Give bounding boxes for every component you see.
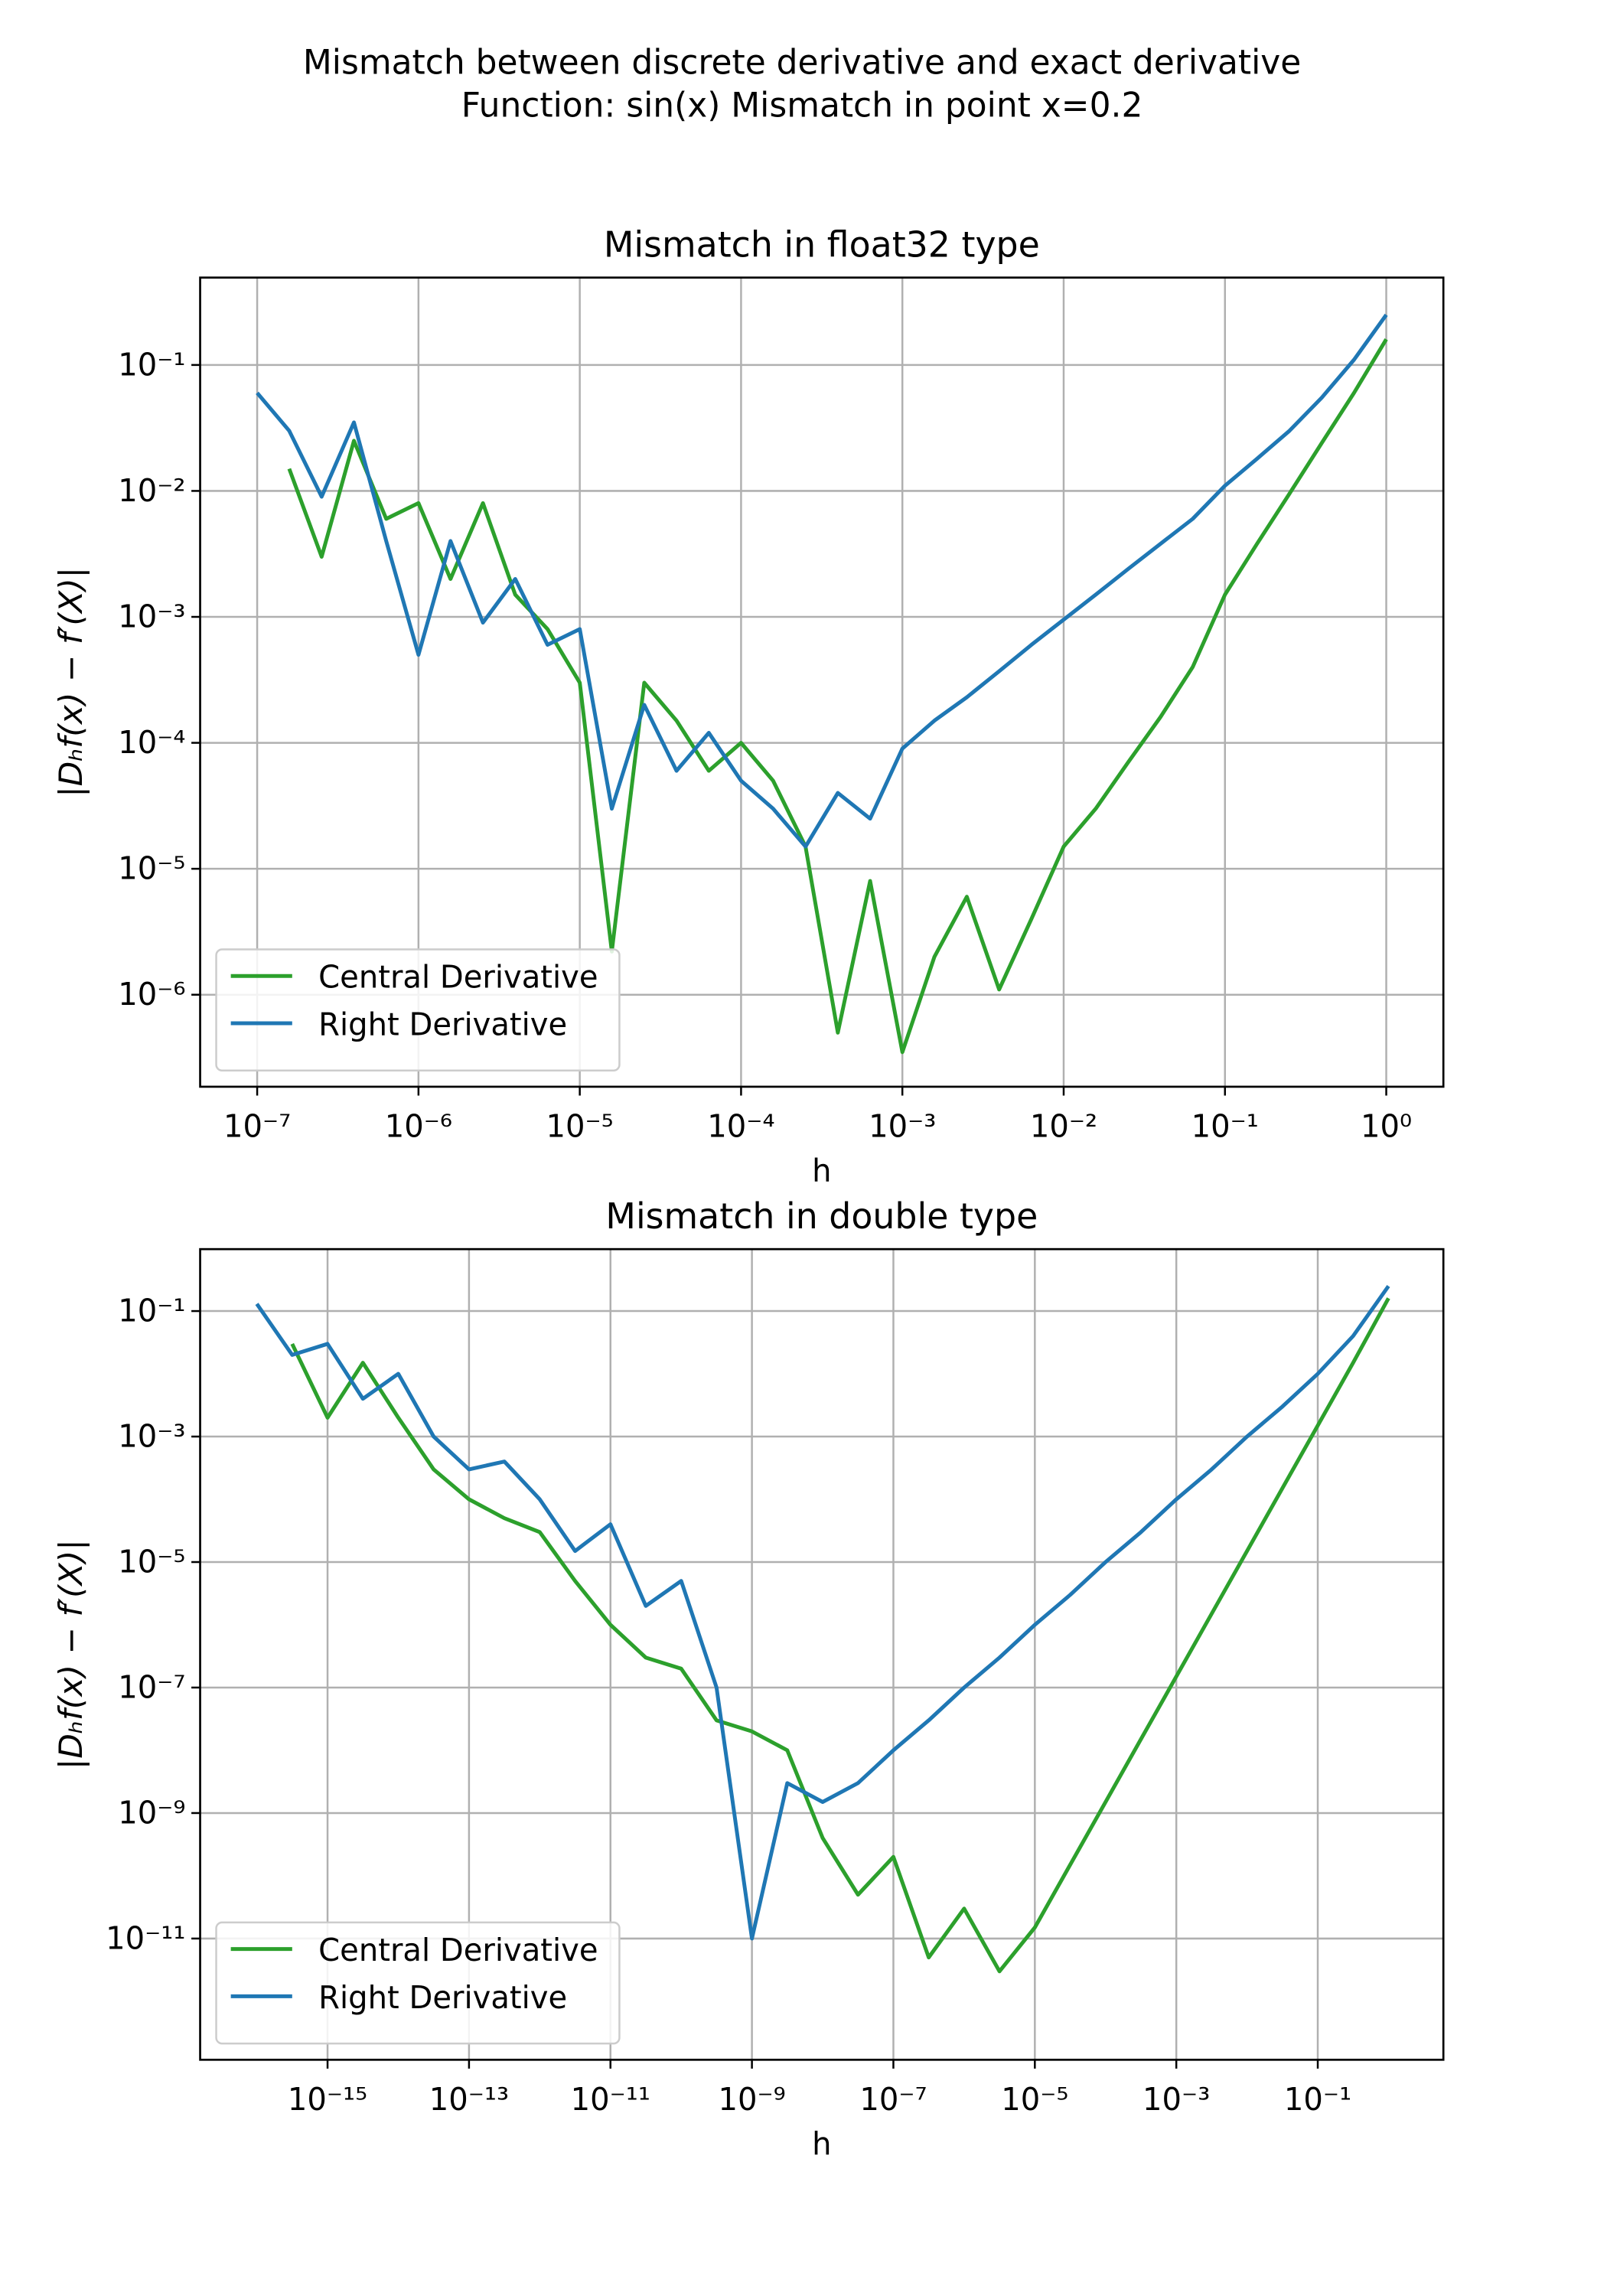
x-tick-label: 10⁻³ bbox=[869, 1108, 936, 1144]
series-line bbox=[287, 338, 1388, 1055]
y-tick-label: 10⁻² bbox=[118, 473, 185, 509]
y-tick-label: 10⁻¹¹ bbox=[106, 1920, 185, 1956]
y-tick-label: 10⁻³ bbox=[118, 598, 185, 634]
x-tick-label: 10⁻⁶ bbox=[385, 1108, 452, 1144]
x-tick-label: 10⁻¹ bbox=[1191, 1108, 1259, 1144]
x-tick-label: 10⁻⁴ bbox=[707, 1108, 774, 1144]
x-tick-label: 10⁻⁹ bbox=[718, 2082, 785, 2118]
y-tick-label: 10⁻¹ bbox=[118, 1293, 185, 1329]
y-axis-label: |Dₕf(x) − f′(X)| bbox=[52, 1539, 90, 1769]
y-axis-label: |Dₕf(x) − f′(X)| bbox=[52, 567, 90, 797]
figure-subtitle: Function: sin(x) Mismatch in point x=0.2 bbox=[461, 86, 1143, 125]
x-tick-label: 10⁻⁵ bbox=[546, 1108, 614, 1144]
x-tick-label: 10⁻³ bbox=[1143, 2082, 1210, 2118]
x-tick-label: 10⁰ bbox=[1361, 1108, 1412, 1144]
y-tick-label: 10⁻⁹ bbox=[118, 1795, 185, 1831]
figure-title: Mismatch between discrete derivative and… bbox=[303, 43, 1301, 82]
legend-box bbox=[215, 1921, 621, 2045]
x-tick-label: 10⁻¹³ bbox=[429, 2082, 509, 2118]
series-line bbox=[290, 1297, 1390, 1974]
legend-label: Central Derivative bbox=[318, 1932, 598, 1968]
legend-label: Right Derivative bbox=[318, 1006, 567, 1042]
chart-title: Mismatch in float32 type bbox=[604, 223, 1040, 265]
x-tick-label: 10⁻¹ bbox=[1284, 2082, 1351, 2118]
x-axis-label: h bbox=[812, 2126, 831, 2162]
x-tick-label: 10⁻⁵ bbox=[1001, 2082, 1068, 2118]
series-line bbox=[256, 313, 1388, 849]
x-tick-label: 10⁻² bbox=[1030, 1108, 1097, 1144]
y-tick-label: 10⁻⁵ bbox=[118, 850, 185, 886]
y-tick-label: 10⁻¹ bbox=[118, 347, 185, 383]
y-tick-label: 10⁻³ bbox=[118, 1418, 185, 1454]
x-tick-label: 10⁻⁷ bbox=[859, 2082, 927, 2118]
series-line bbox=[255, 1284, 1390, 1941]
chart-title: Mismatch in double type bbox=[605, 1195, 1038, 1237]
y-tick-label: 10⁻⁶ bbox=[118, 977, 185, 1013]
y-tick-label: 10⁻⁷ bbox=[118, 1669, 185, 1705]
x-tick-label: 10⁻⁷ bbox=[223, 1108, 291, 1144]
plot-frame bbox=[199, 276, 1445, 1088]
legend-box bbox=[215, 948, 621, 1071]
x-tick-label: 10⁻¹⁵ bbox=[288, 2082, 367, 2118]
plot-frame bbox=[199, 1247, 1445, 2061]
legend-label: Right Derivative bbox=[318, 1980, 567, 2016]
y-tick-label: 10⁻⁴ bbox=[118, 725, 185, 761]
y-tick-label: 10⁻⁵ bbox=[118, 1544, 185, 1580]
legend-label: Central Derivative bbox=[318, 959, 598, 995]
x-axis-label: h bbox=[812, 1153, 831, 1189]
x-tick-label: 10⁻¹¹ bbox=[571, 2082, 650, 2118]
